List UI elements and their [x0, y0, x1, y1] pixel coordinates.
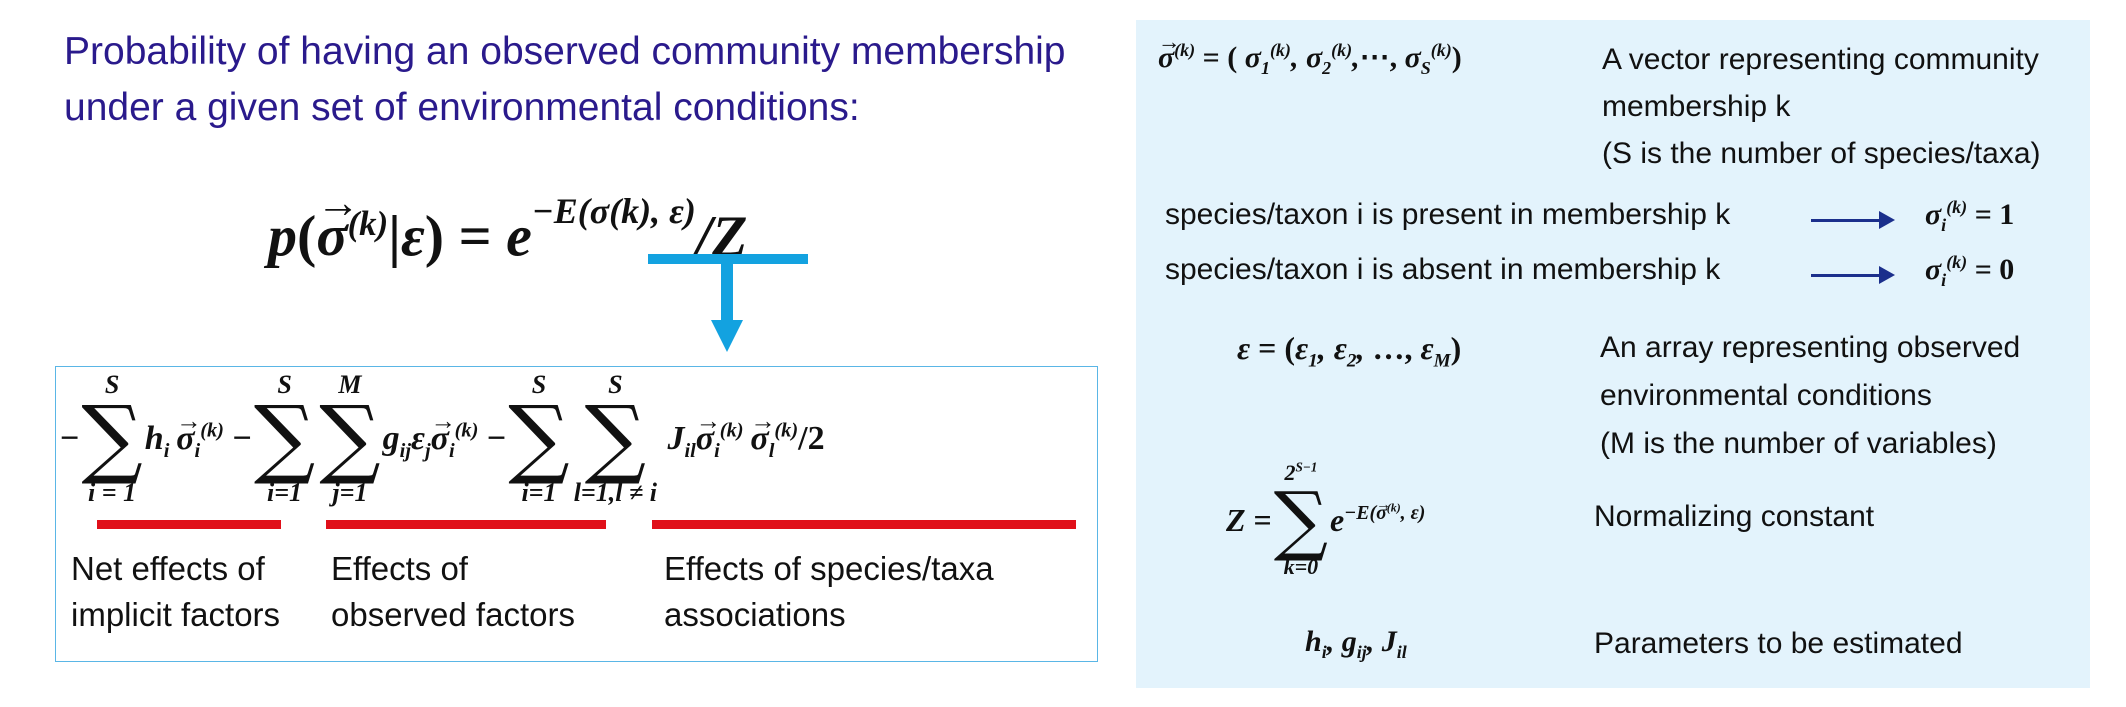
- parameters-definition: hi, gij, Jil: [1305, 625, 1407, 662]
- sum-observed-j: M ∑ j=1: [319, 370, 381, 507]
- definitions-panel: [1136, 20, 2090, 688]
- underline-associations: [652, 520, 1076, 529]
- sum-assoc-l: S ∑ l=1,l ≠ i: [573, 370, 657, 507]
- parameters-description: Parameters to be estimated: [1594, 627, 1963, 660]
- absent-rule-text: species/taxon i is absent in membership …: [1165, 253, 1721, 286]
- sum-observed-i: S ∑ i=1: [253, 370, 316, 507]
- caption-species-associations: Effects of species/taxa associations: [664, 550, 994, 633]
- absent-rule-value: σi(k) = 0: [1925, 252, 2015, 290]
- underline-observed: [326, 520, 606, 529]
- sigma-vector-description: A vector representing community membersh…: [1602, 43, 2041, 170]
- caption-implicit-factors: Net effects of implicit factors: [71, 550, 281, 633]
- epsilon-definition: ε = (ε1, ε2, …, εM): [1237, 330, 1462, 372]
- sigma-vector-definition: σ(k) = ( σ1(k), σ2(k),⋯, σS(k)): [1158, 29, 1462, 77]
- present-rule-text: species/taxon i is present in membership…: [1165, 198, 1731, 231]
- partition-function-definition: Z = 2S−1 ∑ k=0 e−E(σ(k), ε): [1226, 459, 1426, 580]
- energy-exponent: −E(σ(k), ε): [531, 191, 696, 231]
- underline-implicit: [97, 520, 281, 529]
- page-title: Probability of having an observed commun…: [64, 30, 1066, 129]
- present-rule-value: σi(k) = 1: [1925, 197, 2015, 235]
- energy-arrow-stem: [721, 262, 733, 322]
- caption-observed-factors: Effects of observed factors: [331, 550, 575, 633]
- sum-implicit: S ∑ i = 1: [81, 370, 143, 507]
- energy-expansion-box: [55, 366, 1098, 662]
- energy-highlight-bar: [648, 254, 808, 264]
- partition-function-description: Normalizing constant: [1594, 500, 1875, 533]
- epsilon-description: An array representing observed environme…: [1600, 331, 2021, 460]
- present-arrow-icon: [1811, 211, 1895, 229]
- energy-expansion: − S∑i = 1 hi σi(k) − S∑i=1 M∑j=1 gijεjσi…: [60, 372, 825, 506]
- energy-arrow-head: [711, 320, 743, 352]
- sum-assoc-i: S ∑ i=1: [508, 370, 570, 507]
- absent-arrow-icon: [1811, 266, 1895, 284]
